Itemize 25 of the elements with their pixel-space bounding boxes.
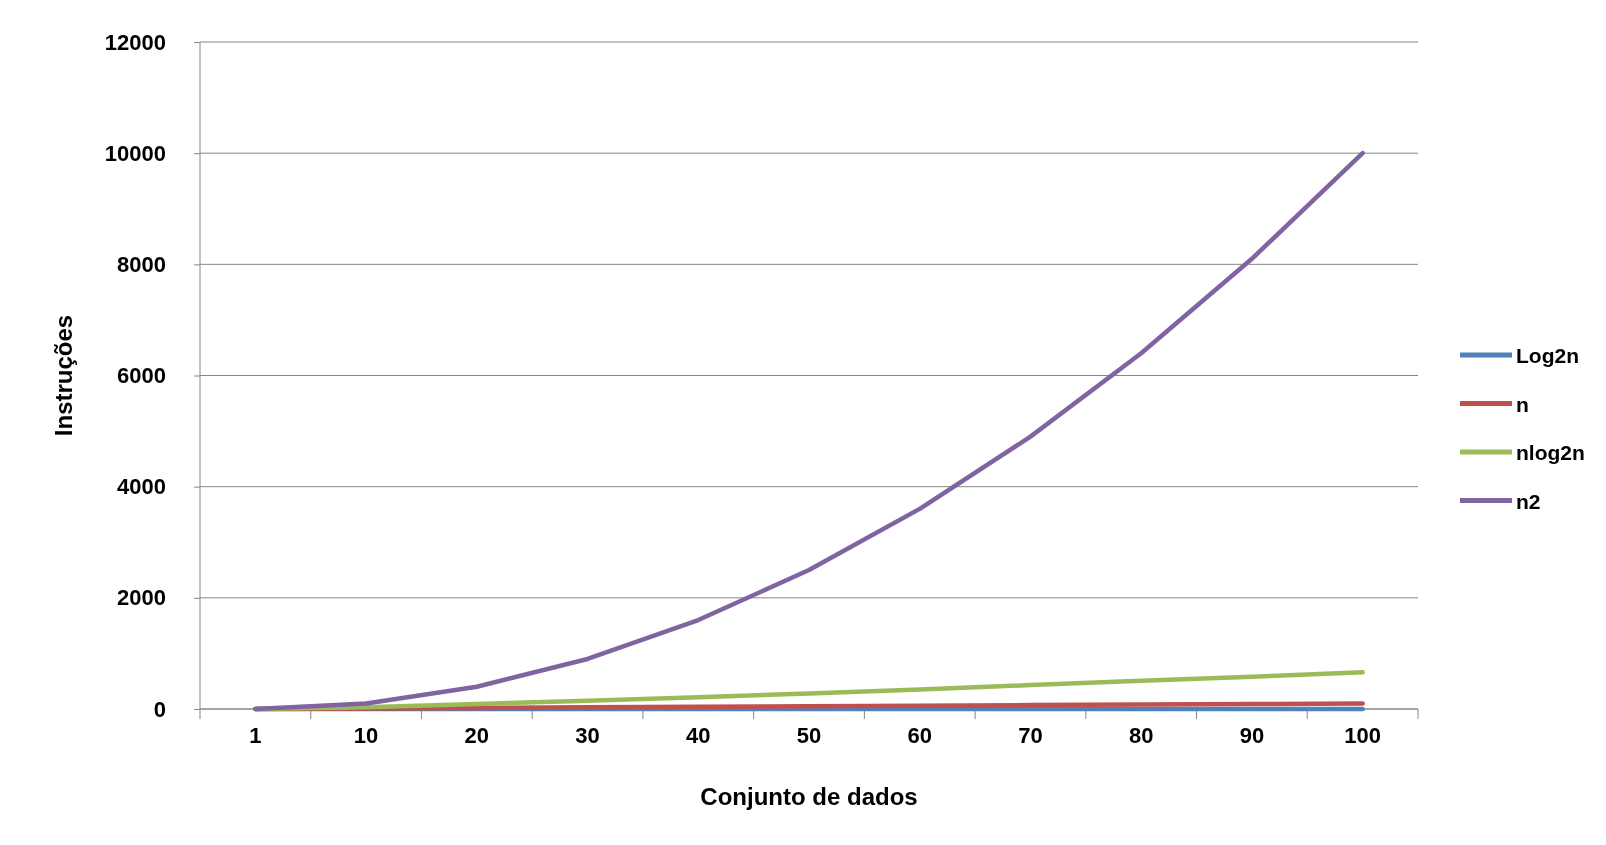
y-tick-label: 10000 xyxy=(104,140,166,166)
x-tick-label: 50 xyxy=(796,722,822,748)
legend-label: nlog2n xyxy=(1516,441,1585,464)
x-tick-label: 80 xyxy=(1128,722,1154,748)
x-axis-title: Conjunto de dados xyxy=(700,783,918,810)
legend-label: n xyxy=(1516,392,1529,416)
legend-label: Log2n xyxy=(1516,344,1579,367)
legend-label: n2 xyxy=(1516,489,1541,513)
x-tick-label: 40 xyxy=(686,722,711,748)
x-tick-label: 10 xyxy=(353,722,379,748)
y-tick-label: 2000 xyxy=(117,585,166,611)
x-tick-label: 100 xyxy=(1344,722,1381,748)
y-tick-label: 0 xyxy=(153,696,166,722)
x-tick-label: 20 xyxy=(464,722,490,748)
x-tick-label: 60 xyxy=(907,722,932,748)
x-tick-label: 70 xyxy=(1018,722,1043,748)
y-tick-label: 8000 xyxy=(117,251,166,277)
y-tick-label: 6000 xyxy=(117,363,166,389)
y-tick-label: 4000 xyxy=(117,474,166,500)
y-axis-title: Instruções xyxy=(50,314,77,437)
line-series xyxy=(253,150,1365,712)
x-tick-label: 30 xyxy=(575,722,600,748)
x-tick-label: 90 xyxy=(1239,722,1265,748)
y-tick-label: 12000 xyxy=(104,29,166,55)
x-tick-label: 1 xyxy=(249,722,262,748)
